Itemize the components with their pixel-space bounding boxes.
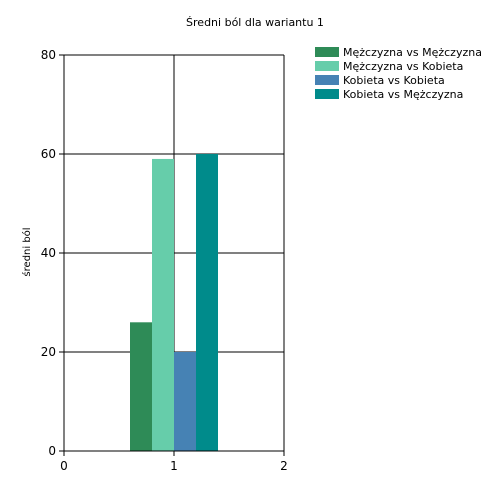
y-tick-labels: 0 20 40 60 80 <box>41 48 56 458</box>
bar <box>130 322 152 451</box>
legend-swatch <box>315 75 339 85</box>
y-tick-label: 0 <box>48 444 56 458</box>
x-tick-labels: 0 1 2 <box>60 459 288 473</box>
x-tick-label: 0 <box>60 459 68 473</box>
bar <box>152 158 174 451</box>
legend-swatch <box>315 47 339 57</box>
x-tick-label: 2 <box>280 459 288 473</box>
y-tick-label: 40 <box>41 246 56 260</box>
axes <box>59 54 285 456</box>
legend-swatch <box>315 61 339 71</box>
y-tick-label: 60 <box>41 147 56 161</box>
legend-label: Mężczyzna vs Mężczyzna <box>343 46 482 59</box>
chart-title: Średni ból dla wariantu 1 <box>186 16 324 29</box>
legend-swatch <box>315 89 339 99</box>
legend-label: Kobieta vs Kobieta <box>343 74 445 87</box>
bar <box>196 154 218 451</box>
x-tick-label: 1 <box>170 459 178 473</box>
bars <box>130 154 218 451</box>
legend-label: Kobieta vs Mężczyzna <box>343 88 463 101</box>
bar <box>174 352 196 451</box>
y-tick-label: 20 <box>41 345 56 359</box>
y-tick-label: 80 <box>41 48 56 62</box>
y-axis-label: średni ból <box>21 227 33 276</box>
legend-label: Mężczyzna vs Kobieta <box>343 60 463 73</box>
